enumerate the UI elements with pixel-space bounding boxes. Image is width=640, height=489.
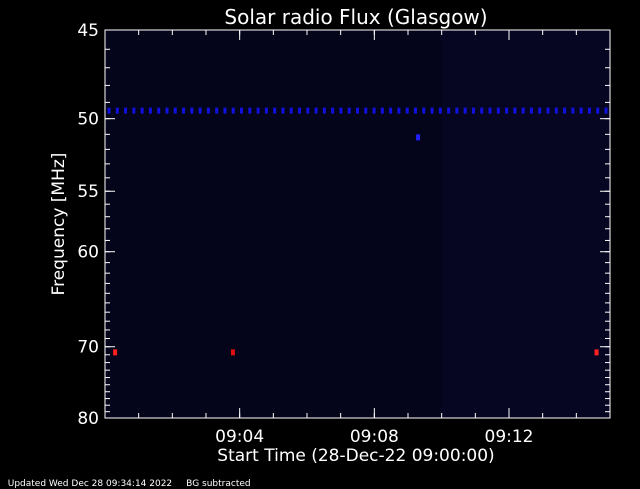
interference-band-mark xyxy=(140,107,144,114)
interference-band-mark xyxy=(165,107,169,114)
interference-band-mark xyxy=(157,107,161,114)
emission-spot xyxy=(113,349,118,356)
x-tick-label: 09:12 xyxy=(485,427,534,447)
x-tick-label: 09:08 xyxy=(350,427,399,447)
interference-band-mark xyxy=(248,107,252,114)
x-axis-label: Start Time (28-Dec-22 09:00:00) xyxy=(217,446,494,466)
interference-band-mark xyxy=(422,107,426,114)
interference-band-mark xyxy=(273,107,277,114)
interference-band-mark xyxy=(264,107,268,114)
interference-band-mark xyxy=(148,107,152,114)
interference-band-mark xyxy=(546,107,550,114)
interference-band-mark xyxy=(215,107,219,114)
x-axis: 09:04 09:08 09:12 xyxy=(138,30,577,447)
y-tick-label: 60 xyxy=(77,243,99,263)
interference-band-mark xyxy=(604,107,608,114)
interference-band-mark xyxy=(529,107,533,114)
interference-band-mark xyxy=(132,107,136,114)
y-tick-label: 45 xyxy=(77,21,99,41)
interference-band-mark xyxy=(463,107,467,114)
interference-band-mark xyxy=(372,107,376,114)
interference-band-mark xyxy=(496,107,500,114)
interference-band-mark xyxy=(405,107,409,114)
interference-band-mark xyxy=(347,107,351,114)
interference-band-mark xyxy=(579,107,583,114)
interference-band-mark xyxy=(306,107,310,114)
interference-band-mark xyxy=(289,107,293,114)
emission-spot xyxy=(416,134,421,141)
plot-area xyxy=(105,30,610,418)
chart-title: Solar radio Flux (Glasgow) xyxy=(224,5,487,29)
emission-features xyxy=(107,107,608,356)
plot-frame xyxy=(104,29,611,419)
interference-band-mark xyxy=(587,107,591,114)
interference-band-mark xyxy=(505,107,509,114)
interference-band-mark xyxy=(513,107,517,114)
updated-timestamp: Updated Wed Dec 28 09:34:14 2022 xyxy=(7,479,173,489)
y-axis-label: Frequency [MHz] xyxy=(49,153,69,296)
interference-band-mark xyxy=(455,107,459,114)
interference-band-mark xyxy=(331,107,335,114)
interference-band-mark xyxy=(231,107,235,114)
interference-band-mark xyxy=(223,107,227,114)
interference-band-mark xyxy=(521,107,525,114)
y-tick-label: 50 xyxy=(77,110,99,130)
y-axis: 45 50 55 60 70 80 xyxy=(77,21,610,429)
footer: Updated Wed Dec 28 09:34:14 2022 BG subtr… xyxy=(2,469,265,489)
interference-band-mark xyxy=(281,107,285,114)
interference-band-mark xyxy=(430,107,434,114)
interference-band-mark xyxy=(538,107,542,114)
interference-band-mark xyxy=(480,107,484,114)
interference-band-mark xyxy=(356,107,359,114)
interference-band-mark xyxy=(364,107,368,114)
interference-band-mark xyxy=(182,107,186,114)
interference-band-mark xyxy=(339,107,343,114)
interference-band-mark xyxy=(471,107,475,114)
bg-subtracted-note: BG subtracted xyxy=(186,479,251,489)
interference-band-mark xyxy=(413,107,417,114)
interference-band-mark xyxy=(596,107,600,114)
interference-band-mark xyxy=(240,107,244,114)
interference-band-mark xyxy=(190,107,194,114)
interference-band-mark xyxy=(389,107,393,114)
interference-band-mark xyxy=(124,107,128,114)
interference-band-mark xyxy=(554,107,558,114)
x-tick-label: 09:04 xyxy=(215,427,264,447)
interference-band-mark xyxy=(173,107,177,114)
emission-spot xyxy=(594,349,599,356)
plot-background-tint xyxy=(441,30,610,418)
interference-band-mark xyxy=(198,107,202,114)
interference-band-mark xyxy=(438,107,442,114)
interference-band-mark xyxy=(488,107,492,114)
interference-band-mark xyxy=(571,107,575,114)
y-tick-label: 80 xyxy=(77,409,99,429)
emission-spot xyxy=(230,349,235,356)
interference-band-mark xyxy=(563,107,567,114)
interference-band-mark xyxy=(115,107,119,114)
interference-band-mark xyxy=(447,107,451,114)
interference-band-mark xyxy=(322,107,326,114)
interference-band-mark xyxy=(107,107,111,114)
interference-band-mark xyxy=(256,107,260,114)
y-tick-label: 55 xyxy=(77,182,99,202)
interference-band-mark xyxy=(397,107,401,114)
interference-band-mark xyxy=(380,107,384,114)
y-tick-label: 70 xyxy=(77,338,99,358)
interference-band-mark xyxy=(206,107,210,114)
interference-band-mark xyxy=(298,107,302,114)
interference-band-mark xyxy=(314,107,318,114)
